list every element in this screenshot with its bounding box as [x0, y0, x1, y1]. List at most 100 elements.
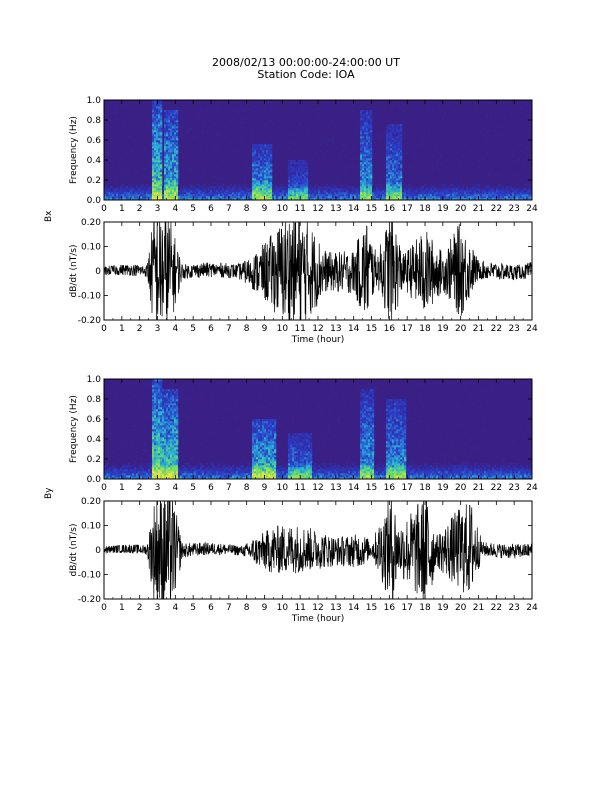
x-tick-label: 24: [526, 483, 538, 493]
x-tick-label: 13: [330, 483, 341, 493]
x-tick-label: 7: [226, 204, 232, 214]
x-tick-label: 14: [348, 324, 360, 334]
x-tick-label: 20: [455, 324, 467, 334]
x-tick-label: 19: [437, 324, 449, 334]
spectrogram: [104, 100, 533, 201]
x-tick-label: 0: [101, 324, 107, 334]
x-tick-label: 15: [366, 204, 377, 214]
x-tick-label: 10: [277, 483, 289, 493]
x-tick-label: 6: [208, 204, 214, 214]
y-tick-label: 0.20: [81, 218, 101, 228]
y-tick-label: 0.2: [87, 176, 101, 186]
y-tick-label: -0.20: [78, 316, 102, 326]
x-tick-label: 15: [366, 483, 377, 493]
x-tick-label: 19: [437, 204, 449, 214]
x-tick-label: 5: [190, 483, 196, 493]
y-tick-label: 0.10: [81, 522, 101, 532]
x-tick-label: 10: [277, 204, 289, 214]
x-tick-label: 22: [491, 483, 502, 493]
y-axis-title-frequency: Frequency (Hz): [69, 395, 79, 463]
y-axis-title-frequency: Frequency (Hz): [69, 116, 79, 184]
x-tick-label: 12: [312, 483, 323, 493]
x-tick-label: 5: [190, 324, 196, 334]
x-tick-label: 20: [455, 603, 467, 613]
x-tick-label: 19: [437, 603, 449, 613]
y-tick-label: 0: [95, 546, 101, 556]
x-tick-label: 17: [401, 324, 412, 334]
x-tick-label: 10: [277, 603, 289, 613]
x-tick-label: 17: [401, 483, 412, 493]
x-tick-label: 7: [226, 483, 232, 493]
x-tick-label: 5: [190, 603, 196, 613]
x-tick-label: 6: [208, 324, 214, 334]
x-tick-label: 4: [172, 603, 178, 613]
y-tick-label: 0.6: [87, 136, 102, 146]
x-tick-label: 3: [155, 324, 161, 334]
y-tick-label: 0.4: [87, 435, 102, 445]
y-axis-title-dbdt: dB/dt (nT/s): [69, 524, 79, 577]
x-tick-label: 10: [277, 324, 289, 334]
x-tick-label: 13: [330, 603, 341, 613]
x-tick-label: 24: [526, 324, 538, 334]
x-tick-label: 12: [312, 324, 323, 334]
x-tick-label: 15: [366, 324, 377, 334]
waveform-series: [104, 501, 532, 599]
y-tick-label: 0.2: [87, 455, 101, 465]
x-tick-label: 6: [208, 603, 214, 613]
x-tick-label: 11: [294, 204, 305, 214]
x-tick-label: 8: [244, 324, 250, 334]
y-tick-label: 0.10: [81, 243, 101, 253]
x-tick-label: 11: [294, 324, 305, 334]
x-tick-label: 3: [155, 204, 161, 214]
x-tick-label: 9: [262, 483, 268, 493]
x-tick-label: 23: [508, 603, 519, 613]
x-tick-label: 2: [137, 483, 143, 493]
x-tick-label: 18: [419, 603, 431, 613]
y-tick-label: -0.20: [78, 595, 102, 605]
x-tick-label: 12: [312, 204, 323, 214]
y-tick-label: 0.8: [87, 116, 102, 126]
x-tick-label: 2: [137, 204, 143, 214]
waveform-series: [104, 222, 532, 320]
y-tick-label: 0.6: [87, 415, 102, 425]
y-tick-label: 0.0: [87, 196, 102, 206]
x-tick-label: 23: [508, 204, 519, 214]
x-tick-label: 2: [137, 603, 143, 613]
chart-title-date: 2008/02/13 00:00:00-24:00:00 UT: [212, 56, 400, 69]
x-tick-label: 21: [473, 483, 484, 493]
y-tick-label: 0.8: [87, 395, 102, 405]
x-tick-label: 13: [330, 324, 341, 334]
x-tick-label: 16: [384, 204, 396, 214]
y-tick-label: 0.0: [87, 475, 102, 485]
y-tick-label: 1.0: [87, 96, 102, 106]
y-tick-label: 0.4: [87, 156, 102, 166]
x-tick-label: 22: [491, 603, 502, 613]
y-tick-label: -0.10: [78, 571, 102, 581]
x-tick-label: 4: [172, 204, 178, 214]
y-axis-title-dbdt: dB/dt (nT/s): [69, 245, 79, 298]
x-tick-label: 1: [119, 324, 125, 334]
x-tick-label: 8: [244, 204, 250, 214]
x-tick-label: 0: [101, 603, 107, 613]
x-tick-label: 1: [119, 483, 125, 493]
x-tick-label: 7: [226, 603, 232, 613]
x-tick-label: 24: [526, 204, 538, 214]
x-tick-label: 0: [101, 204, 107, 214]
x-tick-label: 22: [491, 204, 502, 214]
x-tick-label: 15: [366, 603, 377, 613]
x-tick-label: 4: [172, 483, 178, 493]
x-tick-label: 9: [262, 324, 268, 334]
x-tick-label: 8: [244, 603, 250, 613]
x-tick-label: 18: [419, 324, 431, 334]
x-tick-label: 21: [473, 603, 484, 613]
x-tick-label: 13: [330, 204, 341, 214]
x-tick-label: 3: [155, 603, 161, 613]
x-tick-label: 14: [348, 603, 360, 613]
x-tick-label: 19: [437, 483, 449, 493]
x-tick-label: 18: [419, 204, 431, 214]
y-tick-label: 0: [95, 267, 101, 277]
x-tick-label: 11: [294, 483, 305, 493]
x-tick-label: 23: [508, 483, 519, 493]
x-tick-label: 1: [119, 603, 125, 613]
